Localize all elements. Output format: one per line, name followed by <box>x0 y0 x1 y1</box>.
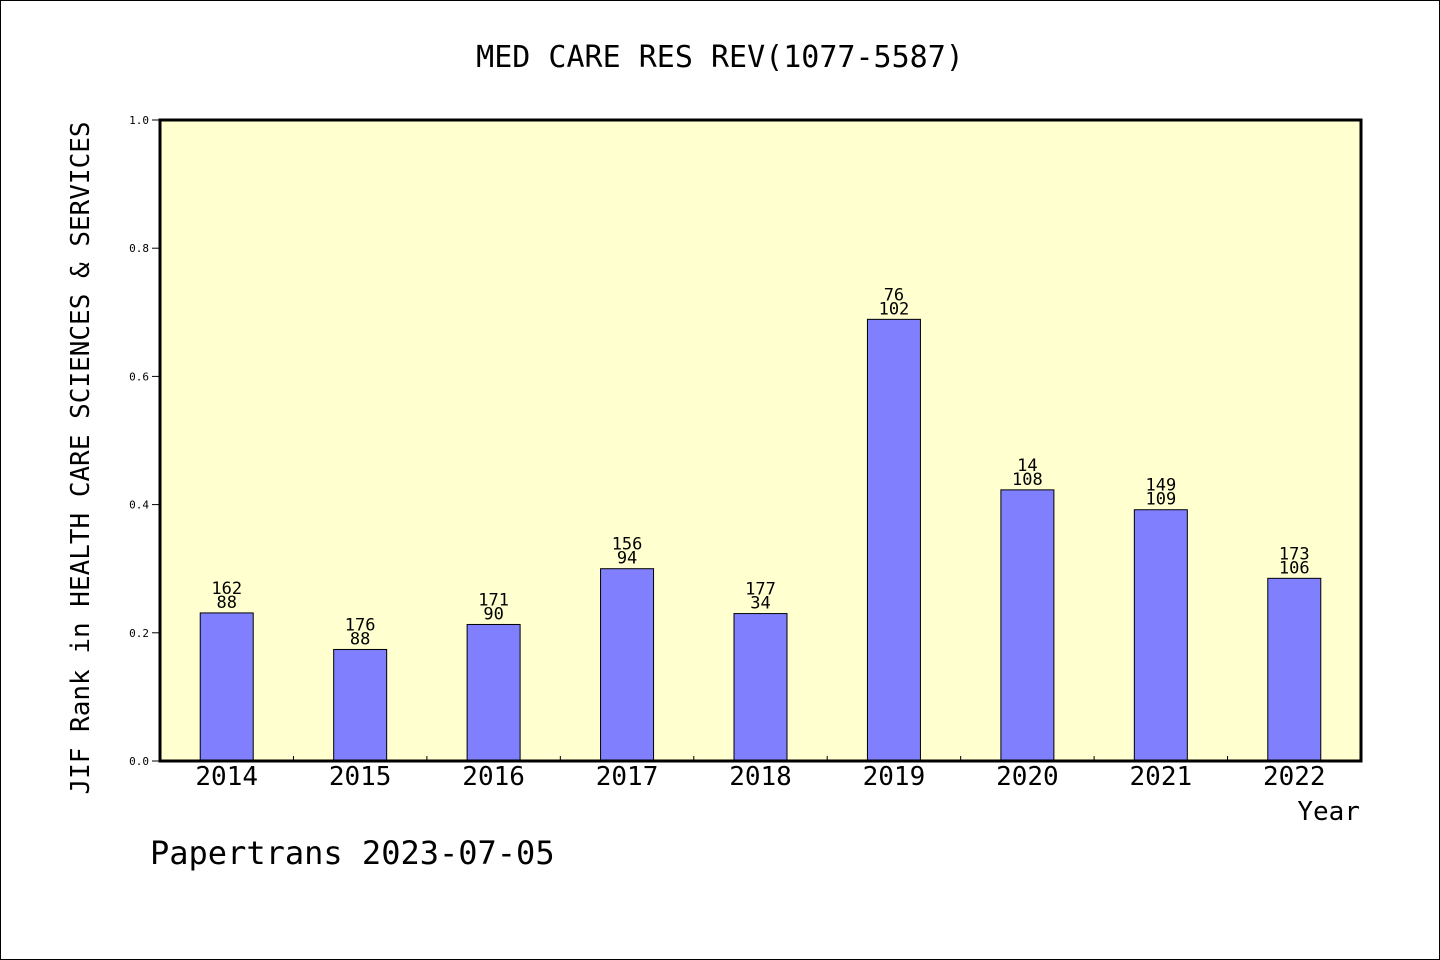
bar-2015 <box>333 648 388 762</box>
plot-border <box>158 118 1363 763</box>
bar-label-bottom-2018: 34 <box>750 594 770 614</box>
bar-2021 <box>1133 509 1188 762</box>
x-tick-label-2015: 2015 <box>329 762 392 792</box>
y-tick-label: 0.2 <box>129 627 149 640</box>
bars-group <box>199 318 1322 762</box>
bar-2018 <box>733 613 788 762</box>
x-tick-label-2021: 2021 <box>1130 762 1193 792</box>
x-tick-label-2016: 2016 <box>462 762 525 792</box>
bar-label-bottom-2017: 94 <box>617 549 637 569</box>
bar-label-top-2021: 149 <box>1145 476 1176 496</box>
bar-label-top-2019: 76 <box>884 285 904 305</box>
y-tick-label: 0.0 <box>129 755 149 768</box>
bar-label-top-2017: 156 <box>612 535 643 555</box>
x-tick-label-2020: 2020 <box>996 762 1059 792</box>
bar-label-top-2018: 177 <box>745 580 776 600</box>
bar-label-bottom-2015: 88 <box>350 629 370 649</box>
bar-label-bottom-2016: 90 <box>483 604 503 624</box>
x-tick-label-2014: 2014 <box>195 762 258 792</box>
bar-2014 <box>199 612 254 762</box>
bar-label-bottom-2021: 109 <box>1145 490 1176 510</box>
bar-label-bottom-2014: 88 <box>216 593 236 613</box>
y-axis-label: JIF Rank in HEALTH CARE SCIENCES & SERVI… <box>66 121 96 794</box>
bar-2017 <box>600 568 655 762</box>
bar-2019 <box>866 318 921 762</box>
y-tick-label: 0.4 <box>129 499 149 512</box>
bar-2022 <box>1267 577 1322 762</box>
watermark-text: Papertrans 2023-07-05 <box>150 834 555 872</box>
x-tick-label-2019: 2019 <box>863 762 926 792</box>
bar-label-bottom-2019: 102 <box>879 299 910 319</box>
x-tick-label-2017: 2017 <box>596 762 659 792</box>
bar-label-top-2016: 171 <box>478 590 509 610</box>
bar-label-bottom-2022: 106 <box>1279 558 1310 578</box>
bar-label-bottom-2020: 108 <box>1012 470 1043 490</box>
y-tick-label: 0.8 <box>129 242 149 255</box>
bar-label-top-2015: 176 <box>345 615 376 635</box>
bar-label-top-2014: 162 <box>211 579 242 599</box>
bar-label-top-2020: 14 <box>1017 456 1037 476</box>
y-axis: 0.0 0.2 0.4 0.6 0.8 1.0 <box>129 114 160 768</box>
y-tick-label: 1.0 <box>129 114 149 127</box>
x-axis: 2014 2015 2016 2017 2018 2019 2020 2021 2022 <box>195 756 1326 792</box>
x-tick-label-2018: 2018 <box>729 762 792 792</box>
bar-2020 <box>1000 489 1055 762</box>
y-tick-label: 0.6 <box>129 370 149 383</box>
bar-label-top-2022: 173 <box>1279 544 1310 564</box>
bar-2016 <box>466 623 521 762</box>
x-tick-label-2022: 2022 <box>1263 762 1326 792</box>
chart-title: MED CARE RES REV(1077-5587) <box>476 40 964 75</box>
x-axis-label: Year <box>1297 797 1360 827</box>
